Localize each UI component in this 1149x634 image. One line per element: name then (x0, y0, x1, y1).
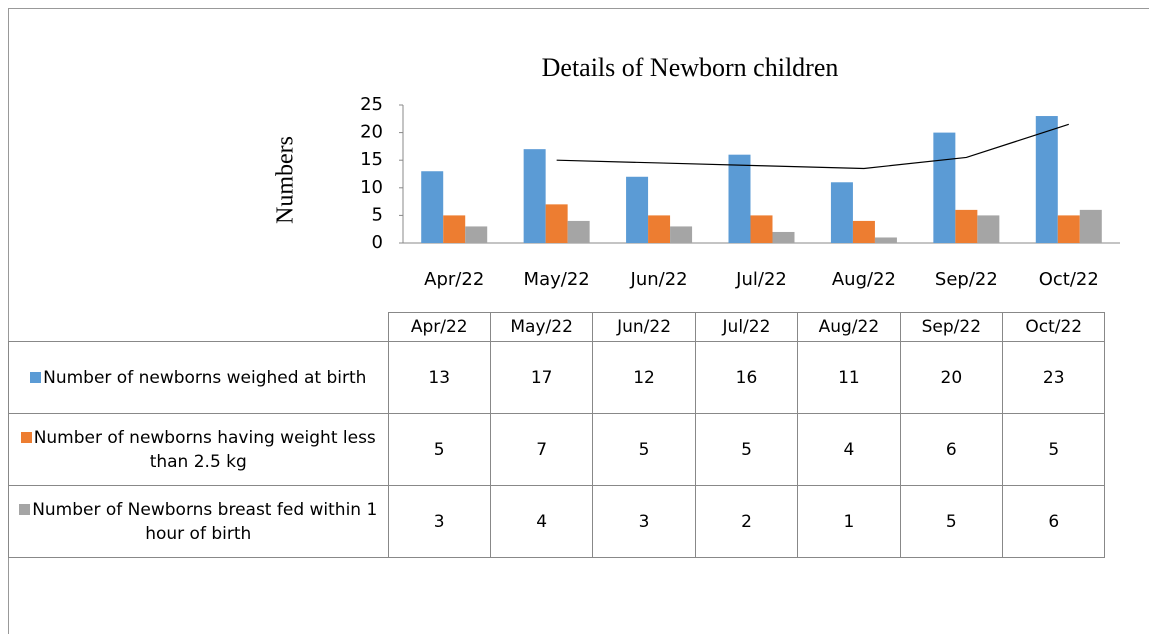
table-value: 6 (899, 413, 1004, 486)
table-header: Sep/22 (899, 312, 1004, 342)
table-series-cell: Number of newborns weighed at birth (8, 341, 389, 414)
table-value: 12 (592, 341, 696, 414)
bar (1057, 215, 1080, 243)
x-tick-label: Aug/22 (832, 269, 896, 290)
table-header: Jul/22 (694, 312, 799, 342)
bar (977, 215, 1000, 243)
table-value: 5 (387, 413, 491, 486)
table-value: 3 (387, 485, 491, 558)
y-axis-label: Numbers (273, 136, 299, 224)
bar (545, 204, 568, 243)
y-tick-label: 0 (372, 232, 383, 253)
bar (874, 237, 897, 243)
table-row: Number of newborns weighed at birth 13 17 1… (8, 341, 1106, 414)
table-series-cell: Number of Newborns breast fed within 1 h… (8, 485, 389, 558)
legend-label: Number of newborns having weight less th… (33, 427, 376, 472)
table-value: 5 (694, 413, 799, 486)
table-value: 20 (899, 341, 1004, 414)
bar (421, 171, 444, 243)
bar (465, 226, 488, 243)
table-header: Aug/22 (797, 312, 901, 342)
table-corner (8, 312, 389, 342)
x-tick-label: Oct/22 (1039, 269, 1099, 290)
x-tick-label: Jul/22 (735, 269, 787, 290)
table-value: 13 (387, 341, 491, 414)
legend-label: Number of newborns weighed at birth (43, 367, 367, 388)
table-value: 2 (694, 485, 799, 558)
bar (1079, 209, 1102, 243)
legend-key (20, 431, 32, 443)
bar (728, 154, 751, 243)
table-header-row: Apr/22 May/22 Jun/22 Jul/22 Aug/22 Sep/22 Oct/… (8, 312, 1106, 342)
table-value: 6 (1002, 485, 1106, 558)
table-header: May/22 (489, 312, 594, 342)
table-value: 5 (899, 485, 1004, 558)
y-tick-label: 20 (360, 122, 383, 143)
bar (852, 220, 875, 243)
bar (750, 215, 773, 243)
table-row: Number of newborns having weight less th… (8, 413, 1106, 486)
table-header: Jun/22 (592, 312, 696, 342)
table-header: Apr/22 (387, 312, 491, 342)
bar (670, 226, 693, 243)
x-tick-label: May/22 (524, 269, 590, 290)
table-value: 7 (489, 413, 594, 486)
table-value: 4 (797, 413, 901, 486)
bar (830, 182, 853, 243)
table-series-cell: Number of newborns having weight less th… (8, 413, 389, 486)
legend-label: Number of Newborns breast fed within 1 h… (32, 499, 378, 544)
y-tick-label: 15 (360, 149, 383, 170)
bar (1035, 116, 1058, 243)
legend-key (19, 503, 31, 515)
legend-key (30, 371, 42, 383)
y-tick-label: 25 (360, 94, 383, 115)
table-value: 1 (797, 485, 901, 558)
table-row: Number of Newborns breast fed within 1 h… (8, 485, 1106, 558)
bar (626, 176, 649, 243)
bar (933, 132, 956, 243)
table-value: 5 (592, 413, 696, 486)
table-header: Oct/22 (1002, 312, 1106, 342)
table-value: 16 (694, 341, 799, 414)
y-tick-label: 5 (372, 204, 383, 225)
table-value: 11 (797, 341, 901, 414)
bar (648, 215, 671, 243)
table-value: 17 (489, 341, 594, 414)
table-value: 5 (1002, 413, 1106, 486)
bar (567, 220, 590, 243)
chart-title: Details of Newborn children (542, 53, 839, 82)
table-value: 3 (592, 485, 696, 558)
bar (523, 149, 546, 243)
data-table: Apr/22 May/22 Jun/22 Jul/22 Aug/22 Sep/22 Oct/… (8, 312, 1106, 558)
y-tick-label: 10 (360, 177, 383, 198)
x-tick-label: Apr/22 (424, 269, 484, 290)
table-value: 4 (489, 485, 594, 558)
x-tick-label: Jun/22 (630, 269, 688, 290)
bar (772, 231, 795, 243)
x-tick-label: Sep/22 (935, 269, 998, 290)
trendline (556, 123, 1069, 170)
bar (955, 209, 978, 243)
bar (443, 215, 466, 243)
table-value: 23 (1002, 341, 1106, 414)
